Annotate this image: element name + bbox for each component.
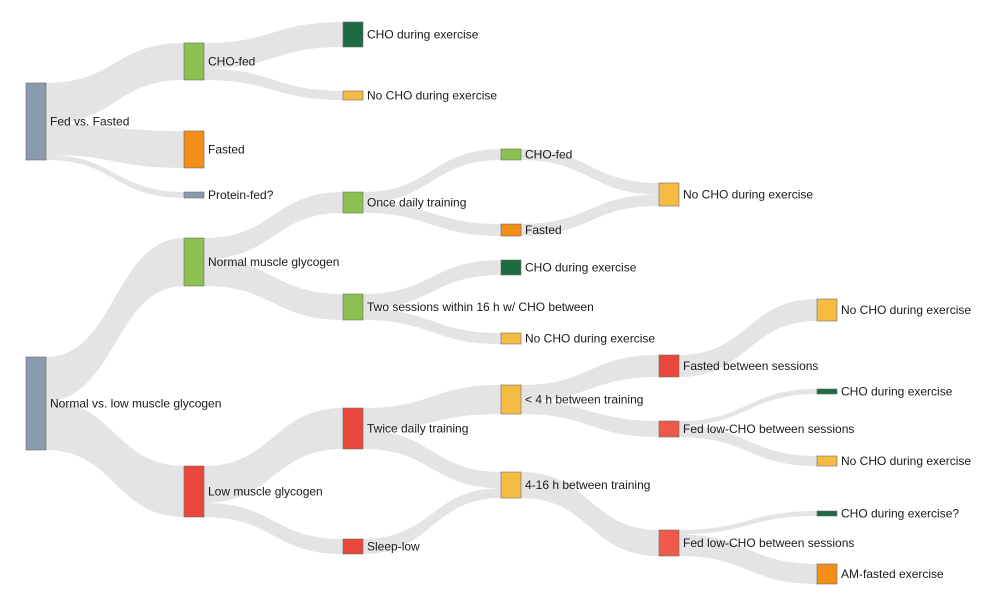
node-cho_during_2 <box>500 259 522 276</box>
node-fasted_2 <box>500 223 522 237</box>
node-label-cho_during_3: CHO during exercise <box>841 385 953 399</box>
node-label-two_sessions: Two sessions within 16 h w/ CHO between <box>367 300 594 314</box>
flow-fed_lowcho_1-to-no_cho_during_5 <box>679 425 817 466</box>
node-label-no_cho_during_2: No CHO during exercise <box>525 332 655 346</box>
label-layer: Fed vs. Fasted CHO-fed Fasted Protein-fed? C… <box>50 28 971 582</box>
node-no_cho_during_3 <box>658 182 680 207</box>
flow-twice_daily-to-4to16h <box>363 430 501 489</box>
node-label-normal_vs_low: Normal vs. low muscle glycogen <box>50 397 221 411</box>
node-label-fed_lowcho_2: Fed low-CHO between sessions <box>683 536 854 550</box>
node-no_cho_during_4 <box>816 298 838 322</box>
flow-low_glycogen-to-sleep_low <box>204 502 343 554</box>
node-once_daily <box>342 191 364 214</box>
node-label-twice_daily: Twice daily training <box>367 422 468 436</box>
node-label-lt4h: < 4 h between training <box>525 393 643 407</box>
node-cho_fed_2 <box>500 148 522 161</box>
node-label-low_glycogen: Low muscle glycogen <box>208 485 323 499</box>
node-label-am_fasted: AM-fasted exercise <box>841 567 944 581</box>
flow-normal_vs_low-to-low_glycogen <box>46 401 184 517</box>
flow-fasted_between-to-no_cho_during_4 <box>679 299 817 377</box>
flow-normal_glycogen-to-once_daily <box>204 192 343 260</box>
flow-lt4h-to-fasted_between <box>521 355 659 401</box>
node-no_cho_during_5 <box>816 455 838 467</box>
node-label-fasted_1: Fasted <box>208 143 245 157</box>
flow-once_daily-to-fasted_2 <box>363 202 501 236</box>
node-cho_during_q <box>816 510 838 517</box>
flow-fed_vs_fasted-to-fasted_1 <box>46 124 184 168</box>
flow-4to16h-to-fed_lowcho_2 <box>521 472 659 556</box>
node-sleep_low <box>342 538 364 555</box>
node-layer <box>25 21 838 585</box>
flow-cho_fed_2-to-no_cho_during_3 <box>521 149 659 195</box>
node-label-fed_lowcho_1: Fed low-CHO between sessions <box>683 422 854 436</box>
node-label-no_cho_during_1: No CHO during exercise <box>367 89 497 103</box>
flow-fed_vs_fasted-to-protein_fed <box>46 154 184 198</box>
node-fed_lowcho_2 <box>658 529 680 557</box>
node-label-cho_fed_2: CHO-fed <box>525 148 572 162</box>
node-cho_during_1 <box>342 21 364 48</box>
node-label-fasted_2: Fasted <box>525 223 562 237</box>
node-am_fasted <box>816 563 838 585</box>
flow-low_glycogen-to-twice_daily <box>204 408 343 503</box>
node-fasted_between <box>658 354 680 378</box>
node-fasted_1 <box>183 130 205 169</box>
flow-cho_fed_1-to-no_cho_during_1 <box>204 68 343 100</box>
flow-two_sessions-to-no_cho_during_2 <box>363 308 501 344</box>
node-cho_during_3 <box>816 388 838 395</box>
flow-layer <box>46 22 817 584</box>
node-label-once_daily: Once daily training <box>367 196 466 210</box>
node-normal_vs_low <box>25 356 47 451</box>
node-no_cho_during_1 <box>342 90 364 101</box>
flow-two_sessions-to-cho_during_2 <box>363 260 501 309</box>
node-label-protein_fed: Protein-fed? <box>208 188 274 202</box>
node-4to16h <box>500 471 522 499</box>
flow-cho_fed_1-to-cho_during_1 <box>204 22 343 69</box>
node-label-no_cho_during_3: No CHO during exercise <box>683 188 813 202</box>
node-twice_daily <box>342 407 364 450</box>
flow-lt4h-to-fed_lowcho_1 <box>521 400 659 437</box>
flow-fed_vs_fasted-to-cho_fed_1 <box>46 43 184 125</box>
node-protein_fed <box>183 191 205 199</box>
flow-fed_lowcho_2-to-am_fasted <box>679 534 817 584</box>
node-fed_vs_fasted <box>25 82 47 161</box>
node-label-cho_fed_1: CHO-fed <box>208 55 255 69</box>
node-label-cho_during_1: CHO during exercise <box>367 28 479 42</box>
node-cho_fed_1 <box>183 42 205 81</box>
flow-once_daily-to-cho_fed_2 <box>363 149 501 203</box>
node-low_glycogen <box>183 465 205 518</box>
node-label-normal_glycogen: Normal muscle glycogen <box>208 255 339 269</box>
flow-fed_lowcho_2-to-cho_during_q <box>679 511 817 535</box>
node-label-sleep_low: Sleep-low <box>367 540 420 554</box>
node-label-fed_vs_fasted: Fed vs. Fasted <box>50 115 129 129</box>
node-label-no_cho_during_5: No CHO during exercise <box>841 454 971 468</box>
flow-normal_vs_low-to-normal_glycogen <box>46 238 184 402</box>
node-lt4h <box>500 384 522 415</box>
node-normal_glycogen <box>183 237 205 287</box>
flow-fasted_2-to-no_cho_during_3 <box>521 194 659 236</box>
node-no_cho_during_2 <box>500 332 522 345</box>
flow-normal_glycogen-to-two_sessions <box>204 259 343 320</box>
node-two_sessions <box>342 293 364 321</box>
node-label-4to16h: 4-16 h between training <box>525 478 650 492</box>
node-label-no_cho_during_4: No CHO during exercise <box>841 303 971 317</box>
node-fed_lowcho_1 <box>658 420 680 438</box>
flow-sleep_low-to-4to16h <box>363 488 501 554</box>
node-label-cho_during_2: CHO during exercise <box>525 261 637 275</box>
node-label-cho_during_q: CHO during exercise? <box>841 507 959 521</box>
flow-fed_lowcho_1-to-cho_during_3 <box>679 389 817 426</box>
flow-twice_daily-to-lt4h <box>363 385 501 431</box>
node-label-fasted_between: Fasted between sessions <box>683 359 818 373</box>
